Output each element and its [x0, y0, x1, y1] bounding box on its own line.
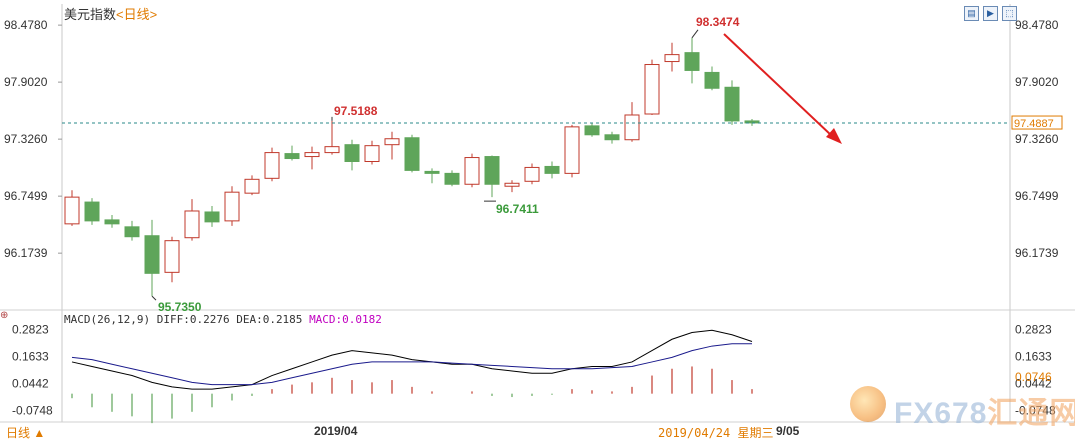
candle-body: [204, 211, 220, 223]
y-tick-right: 98.4780: [1015, 18, 1059, 32]
candle-body: [84, 201, 100, 222]
candle-body: [584, 125, 600, 136]
watermark-brand: FX678: [894, 397, 988, 430]
macd-tick-left: -0.0748: [12, 404, 53, 418]
crosshair-date: 2019/04/24 星期三: [658, 426, 774, 440]
play-icon[interactable]: ▶: [983, 6, 998, 21]
candle-body: [344, 144, 360, 162]
month-label: 2019/04: [314, 424, 358, 438]
candle-body: [144, 235, 160, 274]
macd-legend: MACD(26,12,9) DIFF:0.2276 DEA:0.2185 MAC…: [64, 313, 382, 326]
candle-body: [624, 114, 640, 141]
trend-arrowhead: [826, 128, 842, 144]
candle-body: [64, 196, 80, 225]
watermark-logo: FX678汇通网: [850, 386, 1075, 430]
candle-body: [364, 145, 380, 162]
mid-low-annotation: 96.7411: [496, 202, 539, 216]
candle-body: [504, 182, 520, 187]
candle-body: [684, 52, 700, 71]
y-tick-right: 97.3260: [1015, 132, 1059, 146]
candle-body: [484, 156, 500, 185]
macd-tick-right: 0.0442: [1015, 377, 1052, 391]
candle-body: [104, 219, 120, 225]
mid-high-annotation: 97.5188: [334, 104, 378, 118]
candle-body: [564, 126, 580, 174]
macd-header: MACD(26,12,9): [64, 313, 151, 326]
current-price-box: [1011, 115, 1063, 130]
macd-tick-left: 0.2823: [12, 323, 49, 337]
current-macd-label: 0.0746: [1015, 370, 1052, 384]
candle-body: [424, 170, 440, 174]
chart-title: 美元指数<日线>: [64, 4, 157, 23]
candle-body: [384, 138, 400, 146]
candle-body: [264, 152, 280, 179]
macd-tick-right: -0.0748: [1015, 404, 1056, 418]
watermark-brand-cn: 汇通网: [987, 397, 1075, 430]
y-tick-left: 97.3260: [4, 132, 48, 146]
candle-body: [544, 165, 560, 174]
candle-body: [164, 240, 180, 273]
y-tick-right: 96.1739: [1015, 246, 1059, 260]
macd-tick-right: 0.1633: [1015, 350, 1052, 364]
y-tick-left: 96.1739: [4, 246, 48, 260]
candle-body: [404, 137, 420, 171]
candle-body: [124, 226, 140, 238]
high-pointer: [691, 29, 699, 39]
y-tick-right: 96.7499: [1015, 189, 1059, 203]
macd-dea-value: DEA:0.2185: [236, 313, 303, 326]
period-selector-button[interactable]: 日线 ▲: [6, 426, 46, 440]
y-tick-left: 96.7499: [4, 189, 48, 203]
expand-icon[interactable]: ⬚: [1002, 6, 1017, 21]
macd-hist-value: MACD:0.0182: [309, 313, 382, 326]
list-icon[interactable]: ▤: [964, 6, 979, 21]
y-tick-right: 97.9020: [1015, 75, 1059, 89]
candle-body: [244, 178, 260, 194]
candle-body: [604, 134, 620, 141]
candle-body: [304, 152, 320, 158]
candle-body: [664, 54, 680, 63]
macd-diff-value: DIFF:0.2276: [156, 313, 230, 326]
month-label-2: 9/05: [776, 424, 800, 438]
period-label[interactable]: <日线>: [116, 7, 158, 22]
instrument-name: 美元指数: [64, 7, 117, 22]
macd-diff-line: [71, 329, 753, 390]
candle-body: [324, 146, 340, 154]
macd-tick-right: 0.2823: [1015, 323, 1052, 337]
candle-body: [184, 210, 200, 239]
y-tick-left: 97.9020: [4, 75, 48, 89]
low-annotation: 95.7350: [158, 300, 202, 314]
candle-body: [724, 86, 740, 122]
candle-body: [284, 153, 300, 160]
macd-settings-icon: ⊕: [0, 310, 8, 321]
y-tick-left: 98.4780: [4, 18, 48, 32]
candle-body: [224, 191, 240, 222]
candle-body: [444, 172, 460, 185]
high-annotation: 98.3474: [696, 15, 740, 29]
macd-tick-left: 0.0442: [12, 377, 49, 391]
candle-body: [524, 166, 540, 182]
current-price-label: 97.4887: [1014, 118, 1054, 130]
trend-arrow: [723, 33, 833, 137]
low-pointer: [151, 295, 157, 301]
logo-mark-icon: [850, 386, 886, 422]
candle-body: [704, 71, 720, 89]
candle-body: [644, 64, 660, 115]
candle-body: [464, 157, 480, 185]
macd-tick-left: 0.1633: [12, 350, 49, 364]
macd-dea-line: [71, 343, 752, 386]
